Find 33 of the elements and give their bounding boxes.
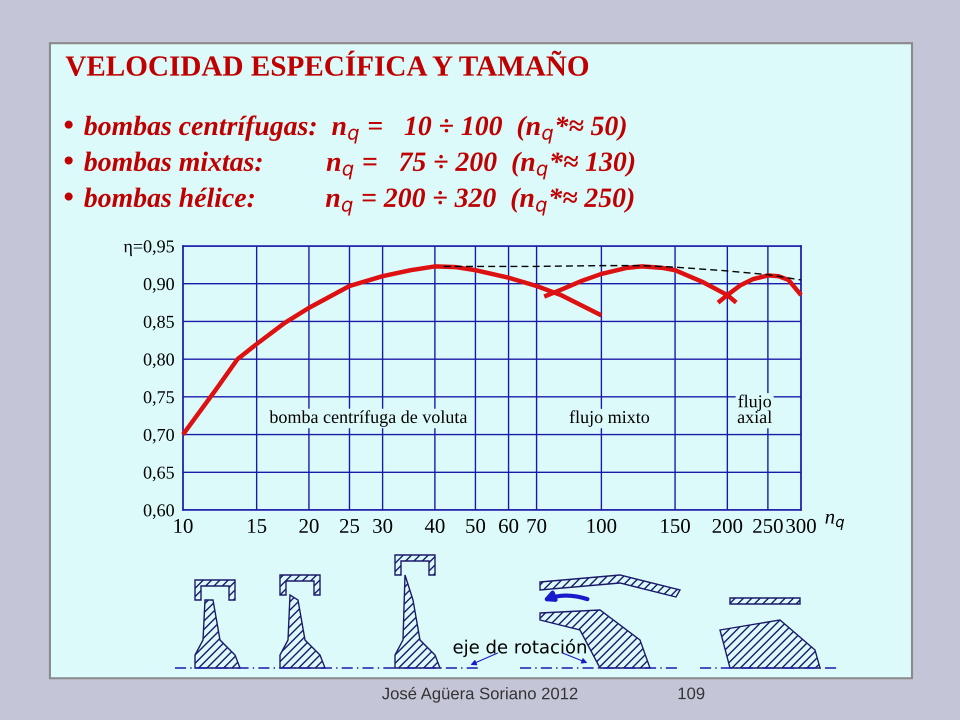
text: • bombas hélice: n$_{q}$ = 200 ÷ 320 (n$_{q}$*≈ 250): [64, 188, 634, 216]
y-tick-label: 0,85: [144, 316, 174, 330]
chart-title: VELOCIDAD ESPECÍFICA Y TAMAÑO: [66, 50, 588, 76]
x-tick-label: 40: [424, 518, 445, 533]
x-tick-label: 15: [248, 519, 266, 533]
text: 109: [678, 687, 704, 700]
y-tick-label: 0,90: [144, 278, 174, 293]
annotation: flujo mixto: [570, 410, 650, 427]
y-tick-label: 0,70: [144, 428, 174, 444]
x-tick-label: 300: [786, 518, 816, 533]
x-tick-label: 30: [373, 518, 392, 533]
y-tick-label: 0,60: [144, 504, 174, 520]
x-tick-label: 150: [661, 518, 690, 533]
x-tick-label: 25: [340, 518, 360, 533]
x-tick-label: 20: [299, 518, 319, 533]
y-tick-label: 0,80: [144, 353, 174, 368]
x-tick-label: 60: [499, 518, 518, 533]
text: José Agüera Soriano 2012: [382, 686, 578, 703]
annotation: flujo axial: [738, 394, 772, 424]
x-tick-label: 250: [753, 518, 783, 533]
text: • bombas centrífugas: n$_{q}$ = 10 ÷ 100 (n$_{q}$*≈ 50): [64, 115, 626, 144]
x-tick-label: 70: [528, 518, 546, 533]
y-tick-label: 0,65: [144, 466, 174, 482]
text: • bombas mixtas: n$_{q}$ = 75 ÷ 200 (n$_{q}$*≈ 130): [64, 152, 634, 180]
x-tick-label: 100: [588, 518, 616, 533]
x-tick-label: 200: [712, 518, 742, 533]
y-tick-label: η=0,95: [124, 240, 174, 256]
x-tick-label: 50: [466, 518, 486, 533]
x-axis-title: n$_{q}$: [825, 514, 844, 530]
x-tick-label: 10: [174, 518, 193, 533]
text: eje de rotación: [454, 638, 586, 658]
y-tick-label: 0,75: [144, 391, 174, 406]
annotation: bomba centrífuga de voluta: [269, 410, 468, 427]
